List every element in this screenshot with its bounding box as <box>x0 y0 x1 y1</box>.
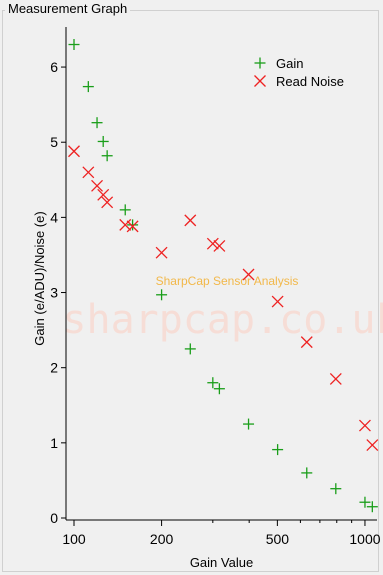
read-noise-point <box>68 145 80 158</box>
gain-point <box>213 383 225 395</box>
read-noise-point <box>126 220 139 233</box>
y-tick-label: 6 <box>50 59 58 75</box>
gain-point <box>127 219 139 231</box>
legend-label: Gain <box>276 56 303 71</box>
gain-point <box>91 117 103 129</box>
legend-marker-read-noise <box>254 75 266 87</box>
gain-point <box>330 483 342 495</box>
gain-point <box>272 444 284 456</box>
read-noise-point <box>97 188 110 201</box>
gain-point <box>119 204 131 216</box>
gain-point <box>243 418 255 430</box>
read-noise-point <box>206 237 219 250</box>
y-tick-label: 1 <box>50 435 58 451</box>
gain-point <box>97 135 109 147</box>
y-tick-label: 3 <box>50 285 58 301</box>
read-noise-point <box>366 439 379 452</box>
read-noise-point <box>184 214 197 227</box>
gain-point <box>82 81 94 93</box>
gain-point <box>366 501 378 513</box>
x-tick-label: 1000 <box>349 531 380 547</box>
y-axis-title: Gain (e/ADU)/Noise (e) <box>32 211 47 345</box>
read-noise-point <box>213 239 226 252</box>
x-tick-label: 100 <box>62 531 86 547</box>
legend-marker-gain <box>254 57 266 69</box>
group-title: Measurement Graph <box>5 2 131 16</box>
read-noise-point <box>271 295 284 308</box>
gain-point <box>101 150 113 162</box>
y-tick-label: 5 <box>50 134 58 150</box>
legend-label: Read Noise <box>276 74 344 89</box>
x-tick-label: 500 <box>266 531 290 547</box>
x-axis-title: Gain Value <box>190 555 253 570</box>
watermark-title: SharpCap Sensor Analysis <box>156 274 299 288</box>
gain-point <box>156 289 168 301</box>
watermark-url: sharpcap.co.uk <box>62 297 383 343</box>
read-noise-point <box>329 373 342 385</box>
y-tick-label: 2 <box>50 360 58 376</box>
read-noise-point <box>242 268 255 281</box>
read-noise-point <box>155 246 168 259</box>
read-noise-point <box>300 336 313 349</box>
gain-point <box>68 39 80 51</box>
gain-point <box>359 496 371 508</box>
y-tick-label: 0 <box>50 510 58 526</box>
gain-point <box>301 467 313 479</box>
read-noise-point <box>101 196 114 209</box>
gain-point <box>207 377 219 389</box>
x-tick-label: 200 <box>150 531 174 547</box>
read-noise-point <box>82 166 95 179</box>
y-tick-label: 4 <box>50 209 58 225</box>
gain-point <box>184 343 196 355</box>
read-noise-point <box>119 218 132 231</box>
read-noise-point <box>91 179 103 192</box>
measurement-graph-group <box>2 10 379 572</box>
read-noise-point <box>358 419 371 432</box>
